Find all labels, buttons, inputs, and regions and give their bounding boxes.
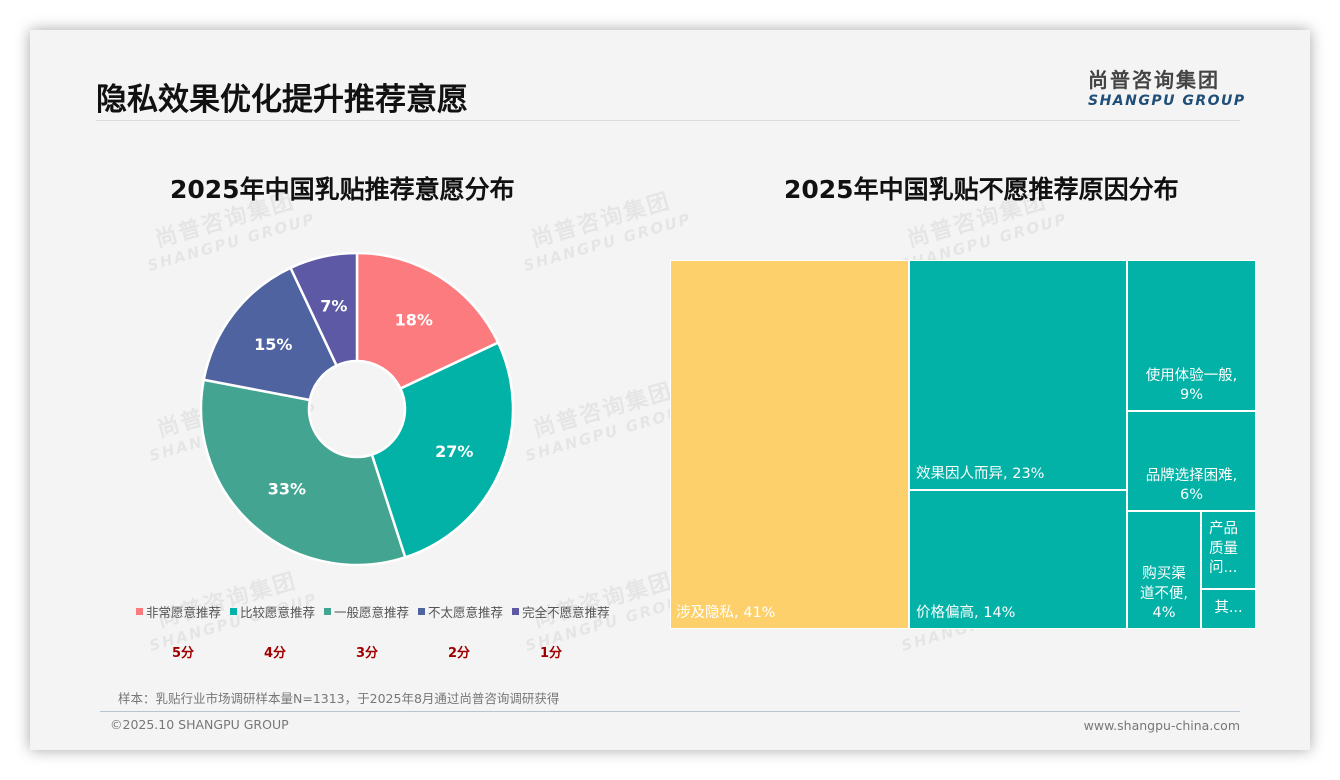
legend-swatch-icon [418,608,426,615]
treemap-tile-privacy: 涉及隐私, 41% [671,261,908,628]
treemap-tile-quality: 产品 质量 问... [1202,512,1255,588]
tile-label: 品牌选择困难, [1145,467,1238,484]
treemap-tile-experience: 使用体验一般, 9% [1128,261,1255,410]
legend-swatch-icon [136,608,143,615]
treemap-tile-other: 其... [1202,590,1255,628]
legend-item: 完全不愿意推荐 [512,602,610,621]
copyright: ©2025.10 SHANGPU GROUP [110,717,289,732]
slide: 尚普咨询集团 SHANGPU GROUP 尚普咨询集团 SHANGPU GROUP … [30,30,1310,750]
treemap-title: 2025年中国乳贴不愿推荐原因分布 [784,175,1179,204]
donut-segment [370,340,514,559]
donut-segment-label: 27% [435,442,473,461]
legend-item: 不太愿意推荐 [418,602,503,621]
score-label: 3分 [356,646,379,661]
tile-label: 使用体验一般, [1145,367,1238,384]
company-logo: 尚普咨询集团 SHANGPU GROUP [1088,64,1246,109]
page-title: 隐私效果优化提升推荐意愿 [96,82,468,118]
donut-segment [288,252,359,368]
tile-label-2: 道不便, [1139,585,1189,602]
score-label: 5分 [172,646,195,661]
donut-chart-title: 2025年中国乳贴推荐意愿分布 [170,175,515,204]
watermark-cn: 尚普咨询集团 [154,568,300,633]
tile-label-2: 质量 [1209,540,1238,557]
title-divider [96,120,1240,121]
tile-label: 购买渠 [1142,566,1186,583]
website-link[interactable]: www.shangpu-china.com [1083,718,1240,733]
tile-label: 价格偏高, 14% [916,605,1016,622]
tile-label: 涉及隐私, 41% [676,605,776,622]
legend-label: 不太愿意推荐 [428,605,504,620]
legend-swatch-icon [324,608,332,615]
tile-value: 6% [1179,487,1203,504]
treemap-tile-brand-choice: 品牌选择困难, 6% [1128,412,1255,510]
donut-segment [355,252,500,391]
legend-label: 非常愿意推荐 [146,605,222,620]
score-label: 4分 [264,646,287,661]
donut-legend: 非常愿意推荐 比较愿意推荐 一般愿意推荐 不太愿意推荐 完全不愿意推荐 [136,602,610,621]
donut-segment [200,378,407,566]
tile-label-3: 问... [1209,560,1238,577]
tile-value: 4% [1152,605,1176,622]
logo-text-cn: 尚普咨询集团 [1088,68,1220,92]
donut-segment [202,266,339,402]
watermark-cn: 尚普咨询集团 [530,568,676,633]
legend-item: 比较愿意推荐 [230,602,315,621]
watermark-cn: 尚普咨询集团 [530,378,676,443]
treemap-tile-channel: 购买渠 道不便, 4% [1128,512,1200,628]
legend-label: 比较愿意推荐 [240,605,316,620]
donut-segment-label: 7% [320,297,347,316]
treemap-tile-effect-varies: 效果因人而异, 23% [910,261,1126,489]
legend-item: 一般愿意推荐 [324,602,409,621]
logo-text-en: SHANGPU GROUP [1088,93,1246,109]
watermark-cn: 尚普咨询集团 [528,188,674,253]
treemap-chart: 涉及隐私, 41% 效果因人而异, 23% 价格偏高, 14% 使用体验一般, … [670,260,1256,629]
watermark-en: SHANGPU GROUP [521,209,694,276]
donut-segment-label: 15% [254,335,292,354]
score-label: 1分 [540,646,563,661]
legend-swatch-icon [512,608,520,615]
donut-segment-label: 33% [268,480,306,499]
donut-chart: 18% 27% 33% 15% 7% [200,252,514,566]
donut-segment-label: 18% [395,311,433,330]
footer-divider [100,711,1240,712]
legend-label: 一般愿意推荐 [334,605,410,620]
legend-item: 非常愿意推荐 [136,602,221,621]
tile-label: 其... [1214,600,1243,616]
tile-label: 效果因人而异, 23% [916,466,1045,483]
score-label: 2分 [448,646,471,661]
legend-label: 完全不愿意推荐 [522,605,610,620]
tile-label: 产品 [1209,521,1238,537]
legend-swatch-icon [230,608,238,615]
sample-note: 样本：乳贴行业市场调研样本量N=1313，于2025年8月通过尚普咨询调研获得 [118,691,560,706]
treemap-tile-price-high: 价格偏高, 14% [910,491,1126,628]
tile-value: 9% [1179,387,1203,404]
